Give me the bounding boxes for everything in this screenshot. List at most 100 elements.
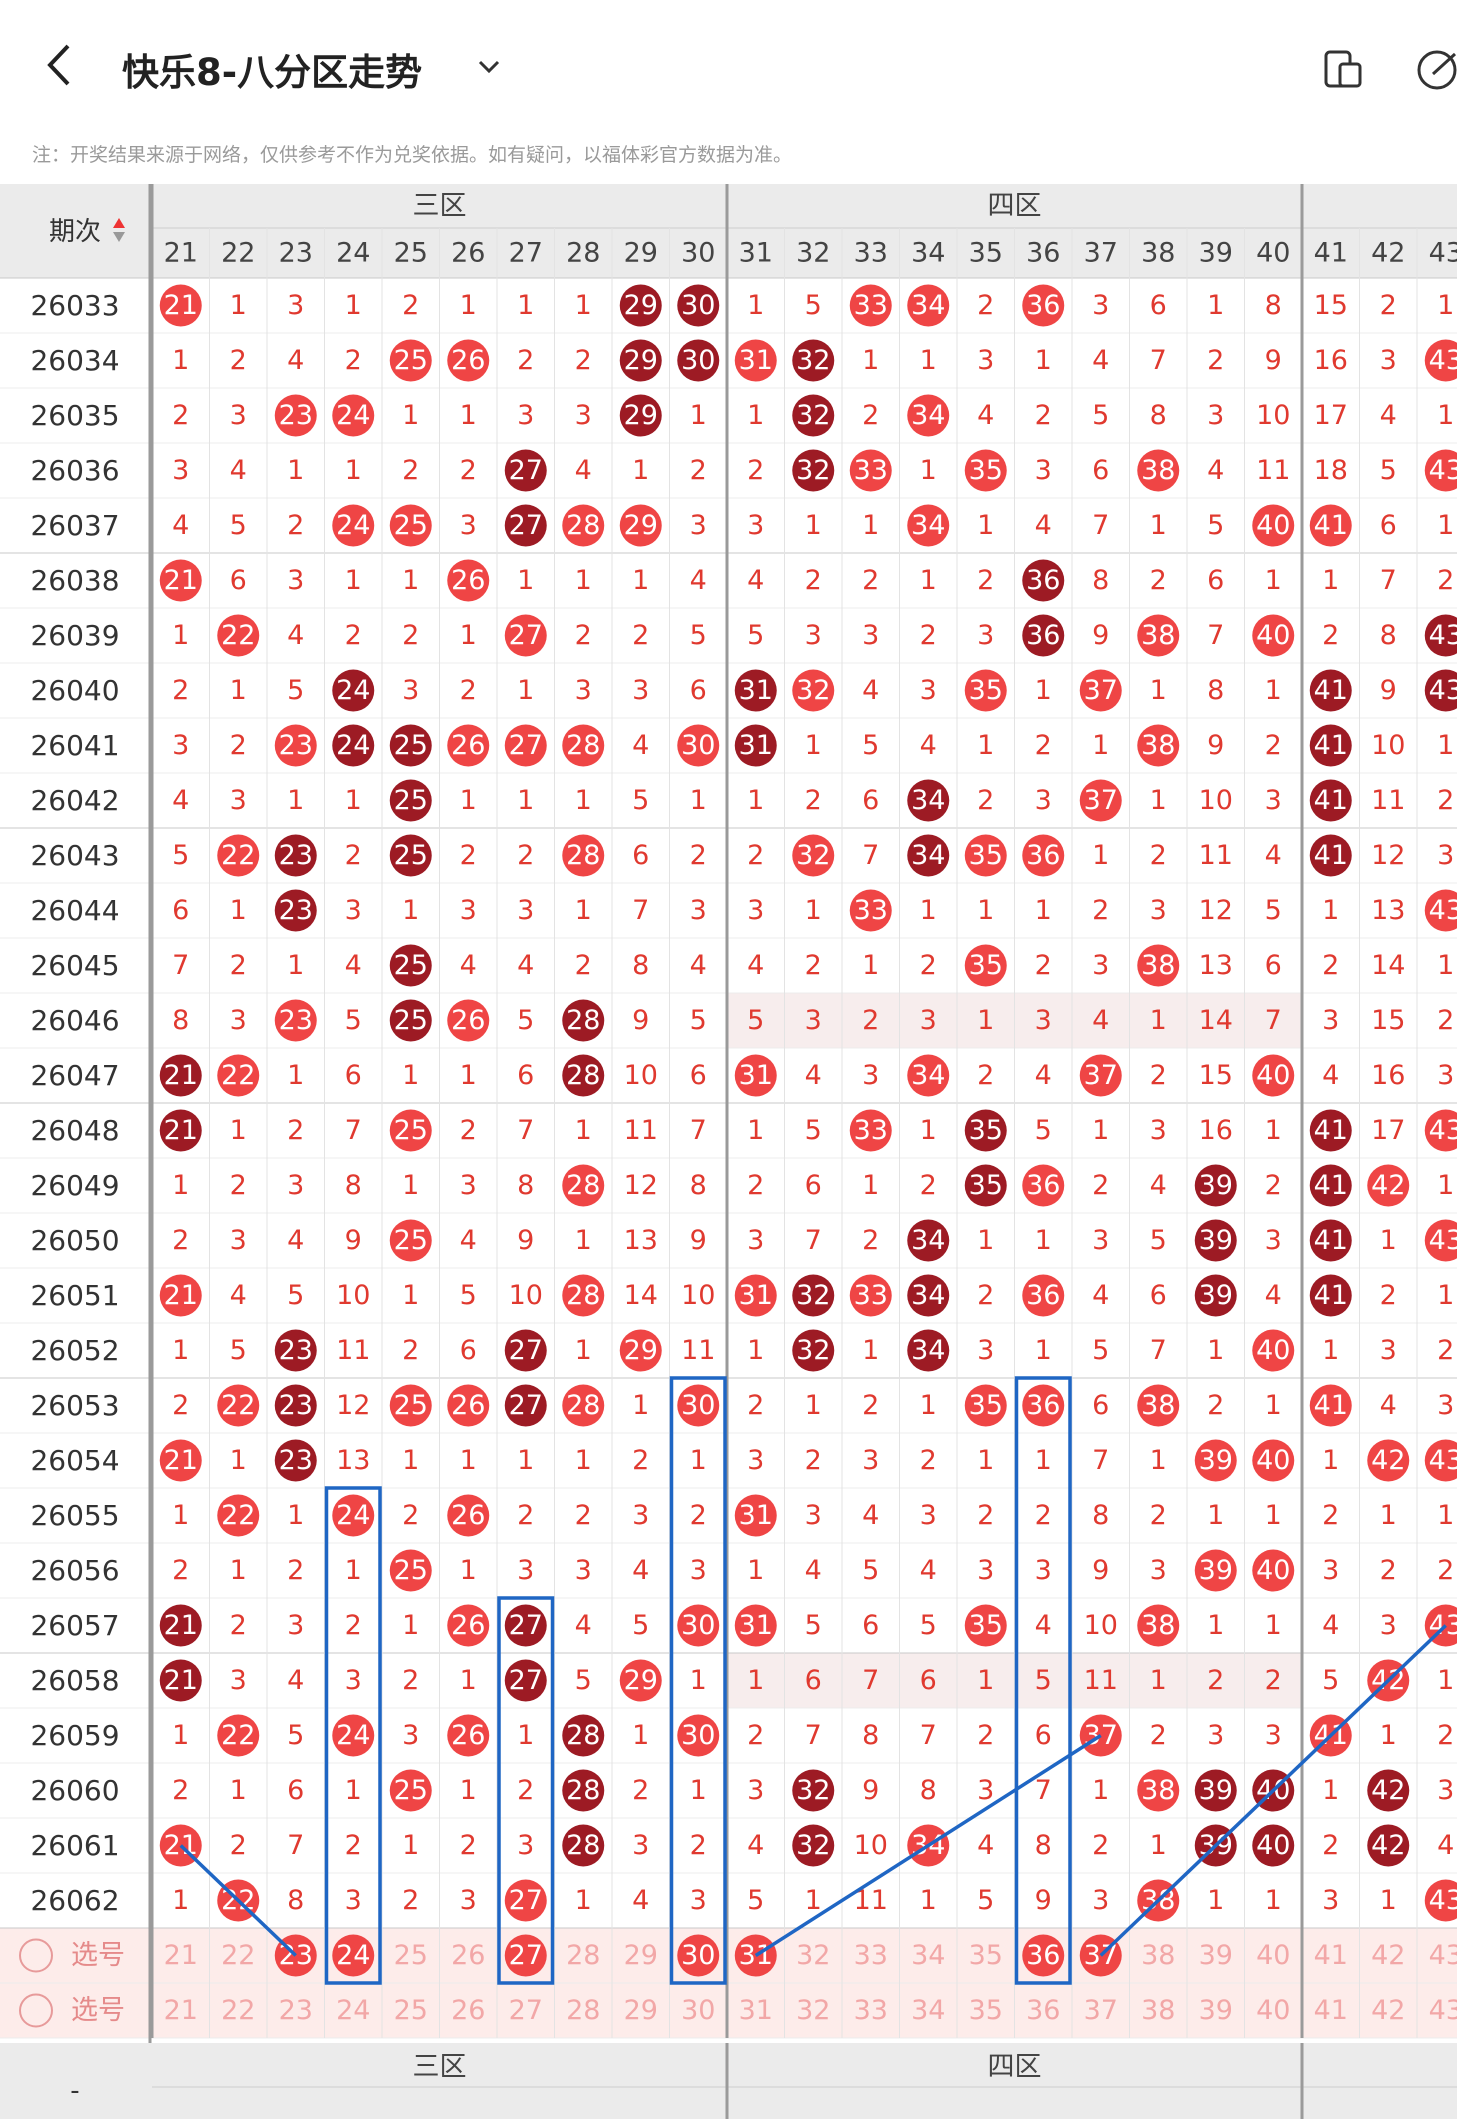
drawn-number: 28 [566,1060,600,1091]
drawn-number-ball [677,339,720,382]
miss-count: 2 [230,1170,247,1201]
selectable-number[interactable]: 35 [969,1995,1003,2026]
selectable-number[interactable]: 27 [509,1995,543,2026]
selected-number-ball[interactable] [332,1934,375,1977]
selectable-number[interactable]: 41 [1314,1995,1348,2026]
drawn-number-ball [504,1659,547,1702]
selectable-number[interactable]: 22 [221,1940,255,1971]
selectable-number[interactable]: 41 [1314,1940,1348,1971]
selectable-number[interactable]: 21 [164,1940,198,1971]
miss-count: 1 [920,565,937,596]
selected-number[interactable]: 24 [336,1940,370,1971]
selectable-number[interactable]: 34 [911,1940,945,1971]
selectable-number[interactable]: 42 [1371,1940,1405,1971]
miss-count: 1 [690,1665,707,1696]
chevron-left-icon[interactable] [40,40,80,90]
selected-number-ball[interactable] [1022,1934,1065,1977]
selectable-number[interactable]: 31 [739,1995,773,2026]
drawn-number-ball [217,1714,260,1757]
selectable-number[interactable]: 40 [1256,1940,1290,1971]
period-cell: 26057 [30,1609,119,1642]
drawn-number: 38 [1141,950,1175,981]
drawn-number-ball [1194,1549,1237,1592]
selected-number[interactable]: 27 [509,1940,543,1971]
miss-count: 3 [575,400,592,431]
selectable-number[interactable]: 32 [796,1940,830,1971]
miss-count: 4 [460,1225,477,1256]
miss-count: 3 [977,345,994,376]
selectable-number[interactable]: 39 [1199,1995,1233,2026]
miss-count: 7 [1380,565,1397,596]
selected-number-ball[interactable] [677,1934,720,1977]
selectable-number[interactable]: 24 [336,1995,370,2026]
selectable-number[interactable]: 33 [854,1940,888,1971]
drawn-number: 41 [1314,510,1348,541]
miss-count: 10 [1084,1610,1118,1641]
select-row-radio[interactable] [19,1938,53,1973]
drawn-number: 25 [394,1775,428,1806]
drawn-number-ball [504,1329,547,1372]
selectable-number[interactable]: 36 [1026,1995,1060,2026]
selectable-number[interactable]: 40 [1256,1995,1290,2026]
drawn-number-ball [1424,339,1457,382]
period-cell: 26046 [30,1004,119,1037]
selectable-number[interactable]: 28 [566,1995,600,2026]
drawn-number-ball [792,1274,835,1317]
miss-count: 6 [690,1060,707,1091]
selectable-number[interactable]: 29 [624,1995,658,2026]
miss-count: 4 [287,620,304,651]
drawn-number: 22 [221,1060,255,1091]
selectable-number[interactable]: 38 [1141,1940,1175,1971]
chevron-down-icon[interactable] [474,52,504,82]
selected-number[interactable]: 30 [681,1940,715,1971]
selectable-number[interactable]: 21 [164,1995,198,2026]
miss-count: 5 [1035,1115,1052,1146]
selectable-number[interactable]: 28 [566,1940,600,1971]
selectable-number[interactable]: 39 [1199,1940,1233,1971]
sort-icon[interactable] [113,218,125,228]
selectable-number[interactable]: 26 [451,1995,485,2026]
selectable-number[interactable]: 32 [796,1995,830,2026]
selectable-number[interactable]: 42 [1371,1995,1405,2026]
miss-count: 8 [1265,290,1282,321]
selectable-number[interactable]: 30 [681,1995,715,2026]
share-icon[interactable] [1415,48,1457,92]
selectable-number[interactable]: 33 [854,1995,888,2026]
device-icon[interactable] [1322,48,1366,92]
miss-count: 10 [1371,730,1405,761]
miss-count: 3 [1265,1720,1282,1751]
drawn-number: 28 [566,1720,600,1751]
selectable-number[interactable]: 38 [1141,1995,1175,2026]
selectable-number[interactable]: 25 [394,1995,428,2026]
selectable-number[interactable]: 35 [969,1940,1003,1971]
column-number: 36 [1026,238,1060,269]
selected-number[interactable]: 36 [1026,1940,1060,1971]
drawn-number-ball [389,999,432,1042]
drawn-number-ball [907,1274,950,1317]
selectable-number[interactable]: 37 [1084,1995,1118,2026]
selectable-number[interactable]: 23 [279,1995,313,2026]
selectable-number[interactable]: 22 [221,1995,255,2026]
select-row-radio[interactable] [19,1993,53,2028]
drawn-number: 43 [1429,675,1457,706]
miss-count: 1 [747,1555,764,1586]
selectable-number[interactable]: 26 [451,1940,485,1971]
miss-count: 10 [509,1280,543,1311]
drawn-number: 41 [1314,1390,1348,1421]
miss-count: 4 [805,1555,822,1586]
drawn-number: 29 [624,400,658,431]
selectable-number[interactable]: 43 [1429,1995,1457,2026]
miss-count: 9 [1092,620,1109,651]
selectable-number[interactable]: 43 [1429,1940,1457,1971]
drawn-number: 33 [854,290,888,321]
miss-count: 5 [690,1005,707,1036]
selectable-number[interactable]: 29 [624,1940,658,1971]
drawn-number: 29 [624,345,658,376]
selected-number-ball[interactable] [504,1934,547,1977]
miss-count: 1 [345,1555,362,1586]
selectable-number[interactable]: 25 [394,1940,428,1971]
miss-count: 11 [1199,840,1233,871]
selectable-number[interactable]: 34 [911,1995,945,2026]
miss-count: 1 [345,565,362,596]
miss-count: 6 [1092,1390,1109,1421]
